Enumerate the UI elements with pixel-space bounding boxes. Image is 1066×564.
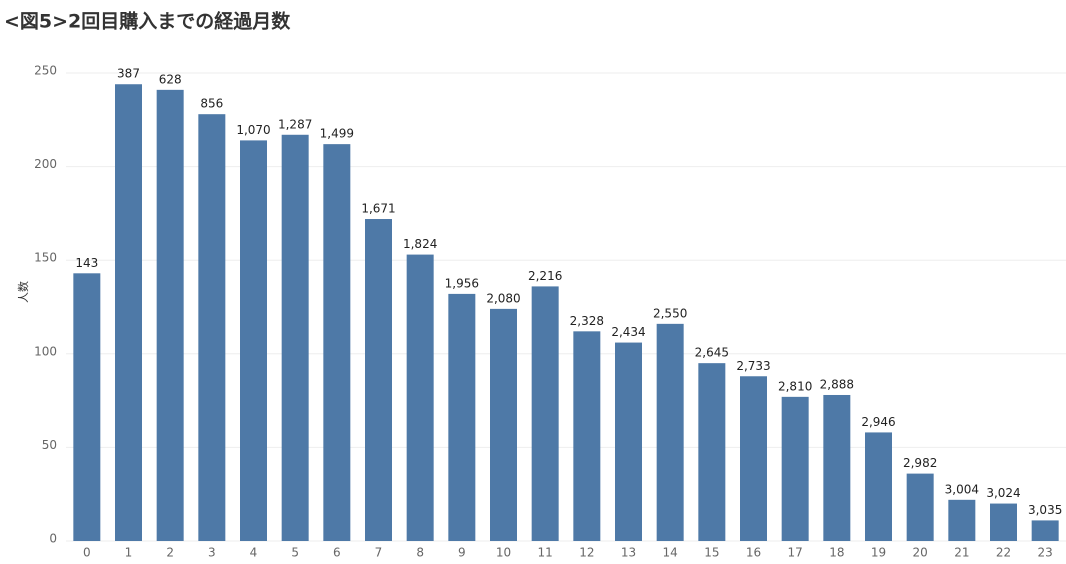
x-tick-label: 2 bbox=[166, 546, 174, 560]
x-tick-label: 1 bbox=[125, 546, 133, 560]
bar bbox=[948, 499, 976, 541]
x-tick-label: 10 bbox=[496, 546, 511, 560]
data-label: 2,434 bbox=[611, 325, 645, 339]
data-label: 856 bbox=[200, 97, 223, 111]
y-tick-label: 150 bbox=[34, 251, 57, 265]
x-tick-label: 18 bbox=[829, 546, 844, 560]
bar bbox=[698, 363, 726, 541]
data-label: 2,645 bbox=[695, 346, 729, 360]
x-tick-label: 19 bbox=[871, 546, 886, 560]
bar bbox=[365, 219, 392, 542]
y-tick-label: 200 bbox=[34, 157, 57, 171]
data-label: 628 bbox=[159, 72, 182, 86]
data-label: 1,287 bbox=[278, 117, 312, 131]
data-label: 3,024 bbox=[986, 486, 1020, 500]
y-tick-label: 250 bbox=[34, 64, 57, 78]
x-tick-label: 15 bbox=[704, 546, 719, 560]
bar bbox=[823, 394, 851, 541]
data-label: 1,956 bbox=[445, 276, 479, 290]
x-tick-label: 11 bbox=[538, 546, 553, 560]
bar bbox=[156, 89, 184, 542]
chart-title: <図5>2回目購入までの経過月数 bbox=[4, 10, 291, 33]
x-tick-label: 16 bbox=[746, 546, 761, 560]
data-label: 2,328 bbox=[570, 314, 604, 328]
data-label: 2,733 bbox=[736, 359, 770, 373]
x-tick-label: 6 bbox=[333, 546, 341, 560]
x-tick-label: 9 bbox=[458, 546, 466, 560]
bar bbox=[240, 140, 267, 541]
bar bbox=[115, 84, 142, 542]
bar bbox=[323, 144, 351, 542]
x-tick-label: 23 bbox=[1038, 546, 1053, 560]
bar bbox=[281, 134, 309, 541]
y-tick-label: 100 bbox=[34, 344, 57, 358]
x-tick-label: 14 bbox=[663, 546, 678, 560]
bar bbox=[198, 114, 226, 542]
bar bbox=[865, 432, 892, 541]
bar bbox=[740, 376, 767, 541]
bar bbox=[73, 273, 101, 541]
bar bbox=[906, 473, 934, 541]
bar bbox=[990, 503, 1017, 541]
y-tick-label: 50 bbox=[42, 438, 57, 452]
x-tick-label: 5 bbox=[291, 546, 299, 560]
bar bbox=[656, 323, 684, 541]
data-label: 143 bbox=[75, 256, 98, 270]
data-label: 2,216 bbox=[528, 269, 562, 283]
data-label: 2,080 bbox=[486, 291, 520, 305]
bar bbox=[573, 331, 601, 541]
data-label: 3,004 bbox=[945, 482, 979, 496]
data-label: 1,070 bbox=[236, 123, 270, 137]
x-tick-label: 7 bbox=[375, 546, 383, 560]
data-label: 2,550 bbox=[653, 306, 687, 320]
x-tick-label: 3 bbox=[208, 546, 216, 560]
y-axis-label: 人数 bbox=[17, 281, 30, 303]
data-label: 387 bbox=[117, 67, 140, 81]
data-label: 2,810 bbox=[778, 379, 812, 393]
bar bbox=[448, 293, 476, 541]
x-tick-label: 21 bbox=[954, 546, 969, 560]
data-label: 2,982 bbox=[903, 456, 937, 470]
x-tick-label: 17 bbox=[788, 546, 803, 560]
x-tick-label: 13 bbox=[621, 546, 636, 560]
x-tick-label: 20 bbox=[913, 546, 928, 560]
data-label: 1,824 bbox=[403, 237, 437, 251]
x-tick-label: 12 bbox=[579, 546, 594, 560]
data-label: 1,499 bbox=[320, 127, 354, 141]
bar bbox=[615, 342, 642, 541]
x-tick-label: 22 bbox=[996, 546, 1011, 560]
data-label: 1,671 bbox=[361, 202, 395, 216]
data-label: 3,035 bbox=[1028, 503, 1062, 517]
x-tick-label: 8 bbox=[416, 546, 424, 560]
x-tick-label: 4 bbox=[250, 546, 258, 560]
bar bbox=[1031, 520, 1059, 541]
bar bbox=[406, 254, 434, 542]
y-tick-label: 0 bbox=[49, 532, 57, 546]
x-tick-label: 0 bbox=[83, 546, 91, 560]
bar bbox=[781, 396, 809, 541]
bar bbox=[531, 286, 559, 541]
data-label: 2,946 bbox=[861, 415, 895, 429]
data-label: 2,888 bbox=[820, 377, 854, 391]
bar bbox=[490, 308, 517, 541]
